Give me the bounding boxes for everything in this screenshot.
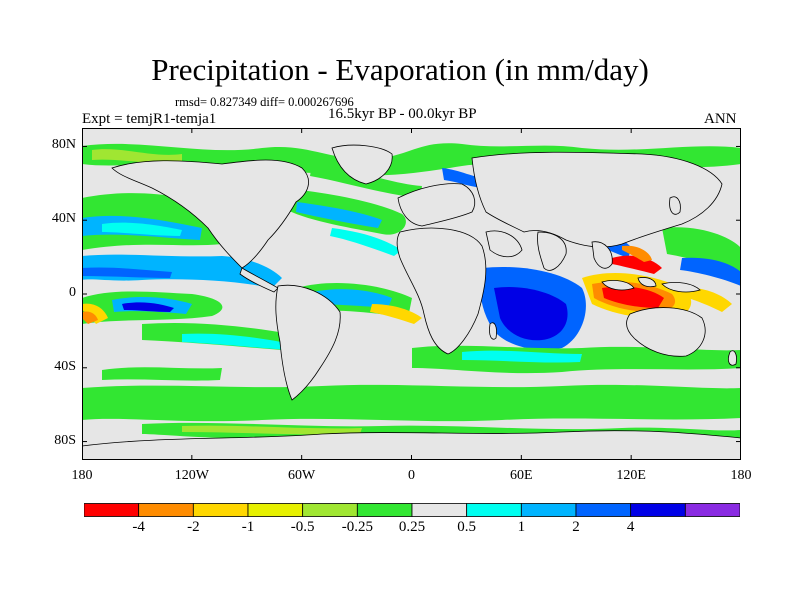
rmsd-diff-stats: rmsd= 0.827349 diff= 0.000267696 bbox=[175, 95, 354, 109]
colorbar-label: -0.25 bbox=[341, 519, 373, 535]
lat-tick-label: 40S bbox=[54, 358, 76, 374]
colorbar-label: -1 bbox=[241, 519, 255, 535]
colorbar-label: 4 bbox=[626, 519, 635, 535]
lon-tick-label: 60W bbox=[288, 468, 316, 483]
world-map bbox=[82, 128, 741, 460]
coastlines bbox=[82, 144, 741, 460]
lon-tick-label: 180 bbox=[730, 468, 752, 483]
map-ticks bbox=[82, 128, 741, 460]
colorbar-box bbox=[302, 503, 358, 517]
plot-title: Precipitation - Evaporation (in mm/day) bbox=[151, 52, 649, 87]
colorbar-box bbox=[138, 503, 194, 517]
colorbar-box bbox=[630, 503, 686, 517]
period-label: 16.5kyr BP - 00.0kyr BP bbox=[328, 106, 477, 122]
colorbar-box bbox=[192, 503, 249, 517]
colorbar-label: 0.25 bbox=[398, 519, 426, 535]
colorbar bbox=[84, 503, 740, 517]
lat-tick-label: 40N bbox=[51, 211, 76, 227]
colorbar-label: 1 bbox=[517, 519, 526, 535]
lon-tick-label: 180 bbox=[71, 468, 93, 483]
colorbar-box bbox=[466, 503, 522, 517]
lat-tick-label: 80S bbox=[54, 432, 76, 448]
colorbar-label: -2 bbox=[187, 519, 200, 535]
lon-tick-label: 120E bbox=[616, 468, 646, 483]
colorbar-label: 0.5 bbox=[457, 519, 477, 535]
colorbar-box bbox=[684, 503, 740, 517]
colorbar-box bbox=[84, 503, 140, 517]
colorbar-label: -0.5 bbox=[290, 519, 315, 535]
experiment-label: Expt = temjR1-temja1 bbox=[82, 111, 217, 127]
lat-tick-label: 0 bbox=[69, 285, 76, 300]
colorbar-box bbox=[247, 503, 304, 517]
colorbar-label: 2 bbox=[572, 519, 580, 535]
lon-tick-label: 60E bbox=[510, 468, 533, 483]
colorbar-box bbox=[520, 503, 577, 517]
map-panel bbox=[82, 128, 741, 460]
lon-tick-label: 120W bbox=[174, 468, 209, 483]
colorbar-label: -4 bbox=[132, 519, 145, 535]
lon-tick-label: 0 bbox=[408, 468, 415, 483]
colorbar-box bbox=[575, 503, 632, 517]
colorbar-box bbox=[411, 503, 468, 517]
lat-tick-label: 80N bbox=[51, 137, 76, 153]
season-label: ANN bbox=[704, 111, 737, 127]
colorbar-box bbox=[356, 503, 413, 517]
